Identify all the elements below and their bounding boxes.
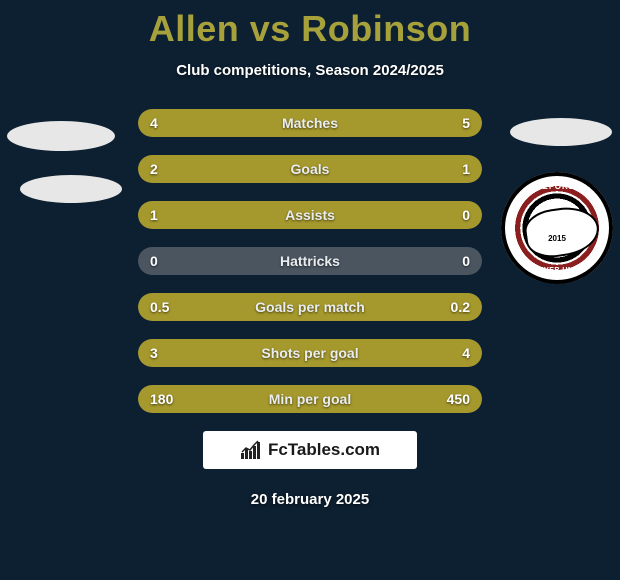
page-subtitle: Club competitions, Season 2024/2025 (0, 62, 620, 79)
player-left-photo-placeholder-2 (20, 175, 122, 203)
date-label: 20 february 2025 (0, 491, 620, 508)
stats-list: 4Matches52Goals11Assists00Hattricks00.5G… (138, 109, 482, 413)
comparison-infographic: Allen vs Robinson Club competitions, Sea… (0, 0, 620, 580)
stat-label: Assists (138, 201, 482, 229)
player-left-photo-placeholder-1 (7, 121, 115, 151)
stat-row: 0.5Goals per match0.2 (138, 293, 482, 321)
stat-row: 2Goals1 (138, 155, 482, 183)
club-badge-year: 2015 (505, 234, 609, 243)
stat-label: Min per goal (138, 385, 482, 413)
stat-value-right: 5 (462, 109, 470, 137)
page-title: Allen vs Robinson (0, 8, 620, 50)
stat-row: 0Hattricks0 (138, 247, 482, 275)
stat-row: 3Shots per goal4 (138, 339, 482, 367)
stat-label: Shots per goal (138, 339, 482, 367)
stat-label: Matches (138, 109, 482, 137)
stat-label: Hattricks (138, 247, 482, 275)
stat-value-right: 0 (462, 247, 470, 275)
stat-label: Goals (138, 155, 482, 183)
club-badge-top-text: HEREFORD FC (505, 182, 609, 191)
source-badge-label: FcTables.com (268, 440, 380, 460)
stat-row: 4Matches5 (138, 109, 482, 137)
stat-value-right: 0.2 (451, 293, 470, 321)
stat-row: 180Min per goal450 (138, 385, 482, 413)
stat-value-right: 0 (462, 201, 470, 229)
stat-value-right: 4 (462, 339, 470, 367)
club-badge-bottom-text: FOREVER UNITED (505, 267, 609, 274)
stat-value-right: 450 (447, 385, 470, 413)
club-badge-right: HEREFORD FC 2015 FOREVER UNITED (501, 172, 613, 284)
fctables-logo-icon (240, 440, 262, 460)
stat-label: Goals per match (138, 293, 482, 321)
stat-value-right: 1 (462, 155, 470, 183)
stat-row: 1Assists0 (138, 201, 482, 229)
source-badge: FcTables.com (203, 431, 417, 469)
player-right-photo-placeholder (510, 118, 612, 146)
